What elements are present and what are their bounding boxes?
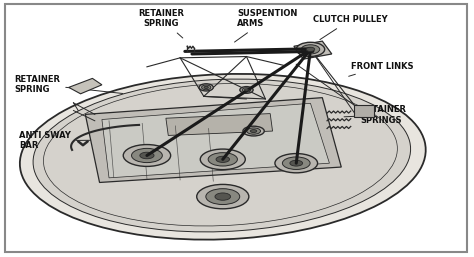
Ellipse shape	[197, 185, 249, 209]
Ellipse shape	[216, 156, 229, 162]
Ellipse shape	[243, 126, 264, 136]
Text: RETAINER
SPRING: RETAINER SPRING	[14, 75, 123, 94]
Ellipse shape	[301, 45, 319, 54]
Polygon shape	[85, 98, 341, 182]
Polygon shape	[294, 41, 332, 59]
Text: RETAINER
SPRING: RETAINER SPRING	[138, 9, 184, 38]
Text: SUSPENTION
ARMS: SUSPENTION ARMS	[235, 9, 297, 42]
Ellipse shape	[140, 152, 154, 159]
Ellipse shape	[208, 153, 237, 166]
Ellipse shape	[275, 154, 318, 173]
Ellipse shape	[200, 149, 246, 170]
Ellipse shape	[199, 84, 213, 91]
Ellipse shape	[296, 42, 325, 56]
Polygon shape	[69, 78, 102, 94]
Ellipse shape	[250, 130, 257, 133]
Text: RETAINER
SPRINGS: RETAINER SPRINGS	[344, 105, 406, 125]
Ellipse shape	[240, 87, 253, 93]
Ellipse shape	[242, 88, 251, 92]
Ellipse shape	[204, 86, 209, 88]
Polygon shape	[102, 103, 329, 178]
Ellipse shape	[131, 148, 162, 163]
Ellipse shape	[33, 79, 410, 232]
Ellipse shape	[206, 189, 240, 205]
Ellipse shape	[245, 89, 248, 91]
Ellipse shape	[44, 84, 397, 226]
Ellipse shape	[20, 74, 426, 240]
Polygon shape	[166, 114, 273, 135]
Ellipse shape	[123, 144, 171, 167]
Ellipse shape	[290, 160, 302, 166]
Text: ANTI SWAY
BAR: ANTI SWAY BAR	[19, 131, 109, 150]
Ellipse shape	[283, 157, 310, 169]
Text: CLUTCH PULLEY: CLUTCH PULLEY	[313, 15, 387, 40]
FancyBboxPatch shape	[354, 105, 374, 117]
Ellipse shape	[215, 193, 230, 200]
Ellipse shape	[306, 47, 315, 51]
Ellipse shape	[246, 128, 261, 134]
Ellipse shape	[201, 85, 211, 90]
Text: FRONT LINKS: FRONT LINKS	[349, 62, 413, 76]
